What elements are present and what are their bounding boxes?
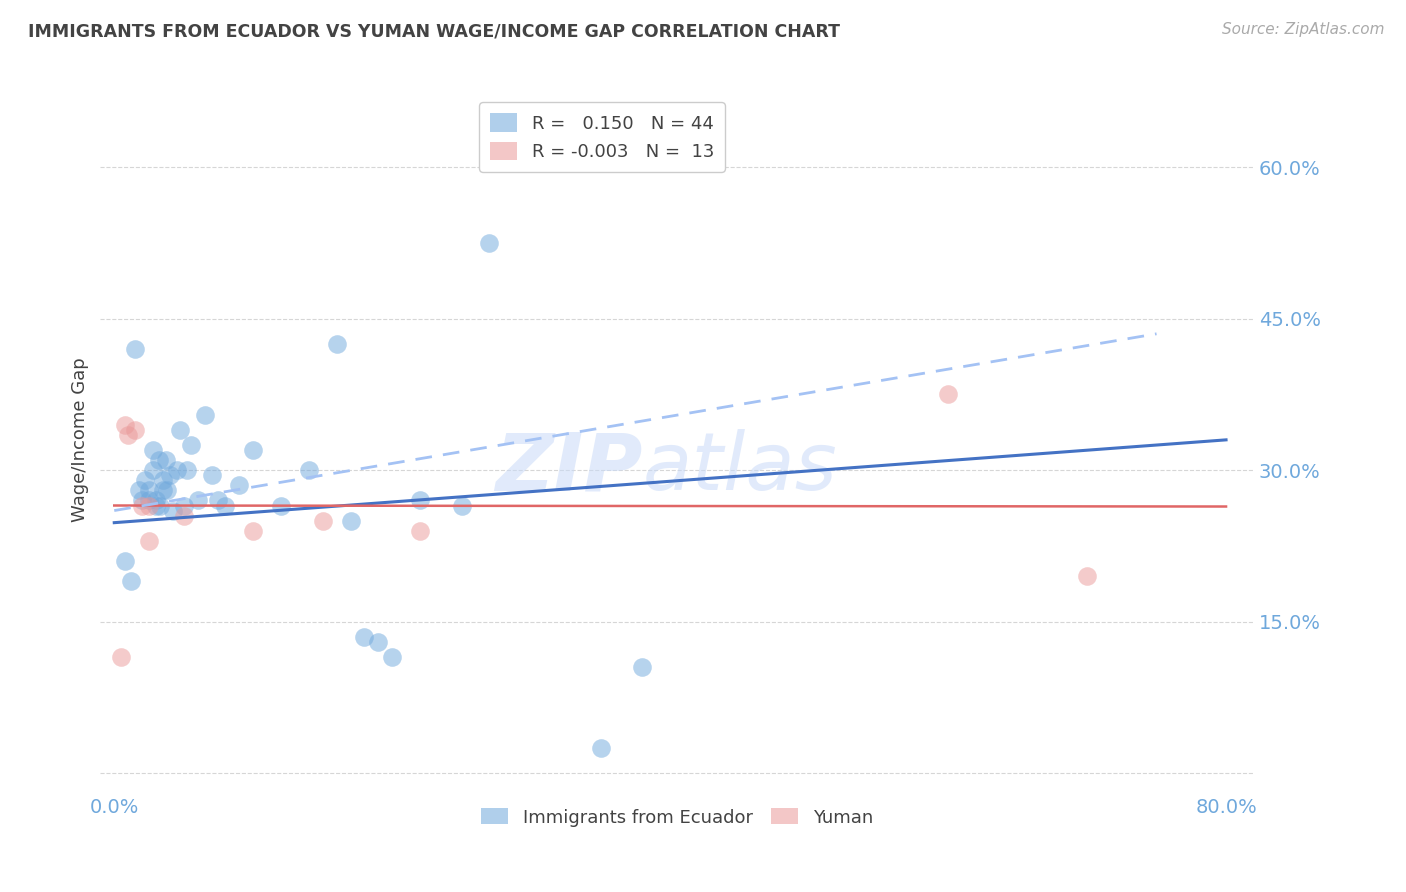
Point — [138, 533, 160, 548]
Point — [312, 514, 335, 528]
Point — [589, 740, 612, 755]
Point — [142, 442, 165, 457]
Point — [152, 483, 174, 498]
Point — [180, 438, 202, 452]
Point — [298, 463, 321, 477]
Point — [142, 463, 165, 477]
Point — [200, 468, 222, 483]
Point — [152, 473, 174, 487]
Point — [173, 499, 195, 513]
Text: atlas: atlas — [643, 429, 837, 508]
Text: Source: ZipAtlas.com: Source: ZipAtlas.com — [1222, 22, 1385, 37]
Point — [194, 408, 217, 422]
Point — [242, 442, 264, 457]
Point — [134, 473, 156, 487]
Point — [124, 342, 146, 356]
Point — [120, 574, 142, 589]
Point — [270, 499, 292, 513]
Point — [128, 483, 150, 498]
Point — [117, 427, 139, 442]
Point — [176, 463, 198, 477]
Point — [138, 499, 160, 513]
Legend: Immigrants from Ecuador, Yuman: Immigrants from Ecuador, Yuman — [474, 801, 880, 834]
Point — [409, 524, 432, 538]
Point — [145, 499, 167, 513]
Point — [367, 635, 389, 649]
Point — [187, 493, 209, 508]
Point — [145, 493, 167, 508]
Point — [478, 235, 501, 250]
Point — [214, 499, 236, 513]
Point — [173, 508, 195, 523]
Y-axis label: Wage/Income Gap: Wage/Income Gap — [72, 358, 89, 522]
Point — [114, 417, 136, 432]
Point — [207, 493, 229, 508]
Point — [149, 499, 172, 513]
Point — [110, 650, 132, 665]
Point — [162, 503, 184, 517]
Text: IMMIGRANTS FROM ECUADOR VS YUMAN WAGE/INCOME GAP CORRELATION CHART: IMMIGRANTS FROM ECUADOR VS YUMAN WAGE/IN… — [28, 22, 841, 40]
Point — [242, 524, 264, 538]
Point — [631, 660, 654, 674]
Point — [131, 493, 153, 508]
Point — [339, 514, 361, 528]
Point — [228, 478, 250, 492]
Point — [936, 387, 959, 401]
Point — [1076, 569, 1098, 583]
Point — [169, 423, 191, 437]
Point — [381, 650, 404, 665]
Text: ZIP: ZIP — [495, 429, 643, 508]
Point — [138, 483, 160, 498]
Point — [166, 463, 188, 477]
Point — [353, 630, 375, 644]
Point — [159, 468, 181, 483]
Point — [155, 453, 177, 467]
Point — [124, 423, 146, 437]
Point — [156, 483, 179, 498]
Point — [131, 499, 153, 513]
Point — [450, 499, 472, 513]
Point — [325, 337, 347, 351]
Point — [409, 493, 432, 508]
Point — [148, 453, 170, 467]
Point — [114, 554, 136, 568]
Point — [138, 493, 160, 508]
